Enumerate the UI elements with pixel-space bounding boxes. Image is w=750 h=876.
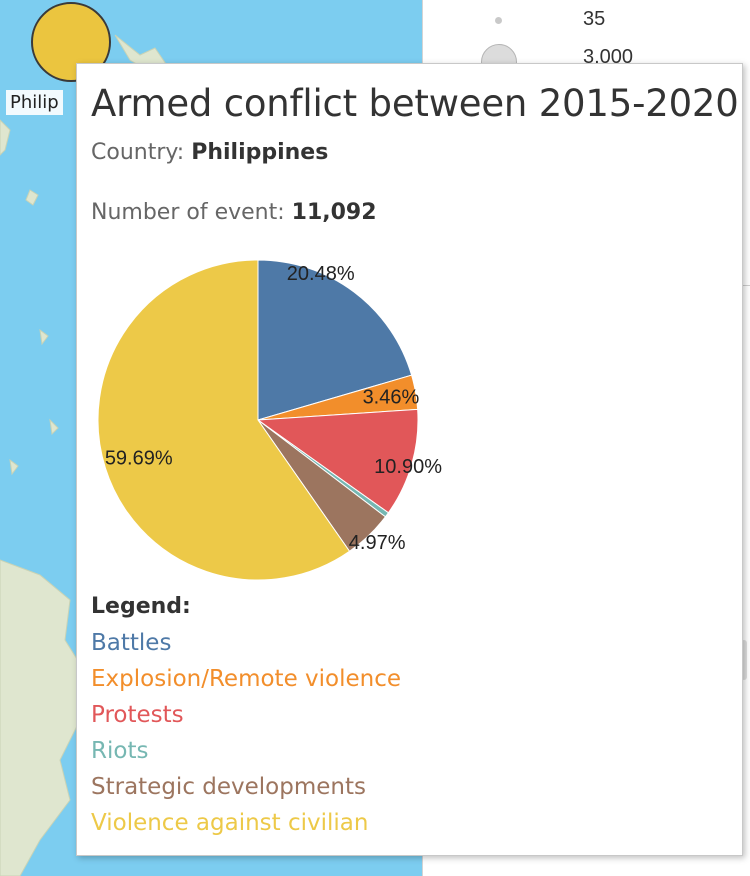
- slice-violence[interactable]: [97, 259, 351, 581]
- legend-heading: Legend:: [91, 594, 191, 619]
- legend-item: Explosion/Remote violence: [91, 666, 402, 692]
- scrollbar[interactable]: [741, 640, 747, 680]
- events-label: Number of event:: [91, 200, 292, 225]
- map-land: [0, 34, 171, 876]
- tooltip-title: Armed conflict between 2015-2020: [91, 82, 739, 125]
- legend-item: Protests: [91, 702, 184, 728]
- pie-data-label: 20.48%: [287, 263, 355, 285]
- pie-data-label: 10.90%: [374, 456, 442, 478]
- events-value: 11,092: [291, 200, 377, 225]
- country-label: Country:: [91, 140, 192, 165]
- pie-data-label: 59.69%: [105, 447, 173, 469]
- country-value: Philippines: [191, 140, 329, 165]
- slice-battles[interactable]: [257, 259, 413, 421]
- divider: [739, 285, 750, 286]
- pie-data-label: 3.46%: [363, 386, 420, 408]
- slice-protests[interactable]: [256, 408, 419, 514]
- legend-item: Battles: [91, 630, 172, 656]
- pie-chart: 20.48% 3.46% 10.90% 4.97% 59.69%: [97, 259, 442, 581]
- country-row: Country: Philippines: [91, 140, 328, 165]
- legend-item: Violence against civilian: [91, 810, 369, 836]
- pie-data-label: 4.97%: [349, 532, 406, 554]
- size-legend-value: 35: [583, 8, 606, 30]
- map-marker-label: Philip: [6, 90, 63, 115]
- legend-item: Riots: [91, 738, 149, 764]
- legend-item: Strategic developments: [91, 774, 366, 800]
- events-row: Number of event: 11,092: [91, 200, 377, 225]
- size-legend-dot-small: [495, 17, 502, 24]
- tooltip: Armed conflict between 2015-2020 Country…: [76, 63, 743, 856]
- size-legend-value: 3,000: [583, 46, 634, 68]
